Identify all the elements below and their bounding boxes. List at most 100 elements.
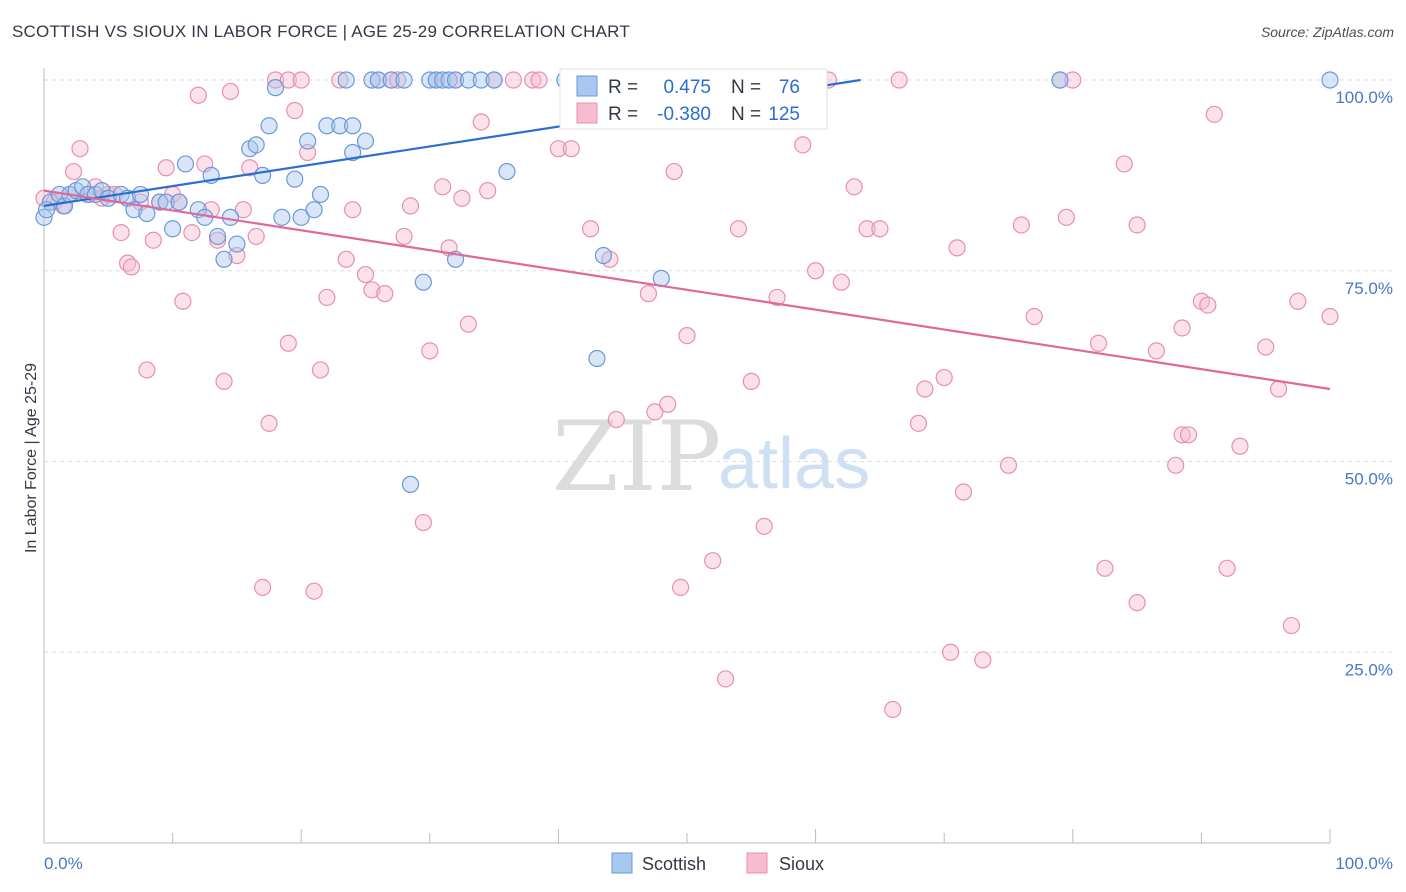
scottish-point (209, 227, 227, 246)
scottish-point (395, 71, 413, 89)
correlation-legend: R = 0.475 N = 76 R = -0.380 N = 125 (559, 68, 828, 130)
sioux-points (35, 71, 1339, 719)
scottish-point (228, 235, 246, 253)
scottish-point (176, 155, 195, 173)
sioux-point (858, 220, 876, 238)
sioux-point (1167, 456, 1185, 474)
sioux-point (434, 178, 452, 196)
scottish-point (221, 208, 240, 226)
legend-n-label-sioux: N = (731, 104, 761, 125)
sioux-point (1115, 155, 1133, 173)
scottish-point (459, 71, 477, 89)
y-tick-label: 25.0% (1345, 660, 1393, 679)
sioux-point (716, 670, 735, 688)
legend-n-value-sioux: 125 (768, 104, 800, 125)
scottish-point (472, 71, 490, 89)
sioux-point (1179, 426, 1198, 444)
scottish-point (344, 117, 362, 135)
sioux-point (999, 456, 1018, 474)
scottish-point (337, 71, 355, 89)
sioux-point (504, 71, 522, 89)
sioux-point (942, 643, 960, 661)
sioux-point (209, 231, 227, 249)
scottish-point (311, 185, 330, 204)
sioux-point (305, 582, 323, 600)
scottish-point (414, 273, 432, 291)
legend-r-label-scottish: R = (608, 77, 638, 98)
legend-n-label-scottish: N = (731, 77, 761, 98)
sioux-point (974, 651, 992, 669)
sioux-point (671, 578, 690, 596)
sioux-point (144, 231, 162, 249)
series-legend: Scottish Sioux (611, 852, 824, 874)
scottish-point (594, 246, 613, 265)
scottish-point (440, 71, 458, 89)
sioux-point (1231, 437, 1249, 455)
sioux-point (64, 162, 83, 181)
sioux-point (479, 182, 497, 200)
legend-swatch-sioux (576, 102, 598, 124)
sioux-point (395, 227, 413, 246)
sioux-point (1128, 594, 1146, 612)
scottish-point (164, 220, 182, 238)
legend-n-value-scottish: 76 (779, 77, 800, 98)
sioux-point (1218, 559, 1236, 577)
sioux-point (729, 220, 748, 238)
sioux-point (665, 162, 683, 181)
scottish-point (286, 170, 304, 188)
scottish-point (215, 250, 233, 268)
sioux-point (254, 578, 272, 596)
sioux-point (1128, 216, 1146, 234)
sioux-point (363, 281, 381, 299)
sioux-point (1012, 216, 1030, 234)
legend-box (559, 68, 828, 130)
sioux-point (1173, 319, 1191, 337)
scottish-point (427, 71, 445, 89)
sioux-point (524, 71, 542, 89)
scottish-point (273, 208, 291, 226)
sioux-point (646, 403, 664, 421)
sioux-trend-line (43, 189, 1331, 391)
sioux-point (421, 342, 439, 360)
y-tick-label: 75.0% (1345, 279, 1393, 298)
sioux-point (292, 71, 310, 89)
sioux-point (639, 285, 658, 303)
sioux-point (247, 227, 265, 246)
sioux-point (174, 292, 192, 310)
sioux-point (794, 136, 812, 154)
sioux-point (344, 201, 362, 219)
scottish-point (151, 193, 169, 211)
sioux-point (279, 71, 297, 89)
sioux-point (549, 140, 568, 158)
bottom-legend-label-scottish: Scottish (642, 854, 706, 874)
y-tick-label: 100.0% (1335, 88, 1393, 107)
scottish-point (299, 132, 317, 150)
sioux-point (1257, 338, 1275, 356)
sioux-point (659, 395, 677, 413)
scottish-point (401, 475, 420, 493)
legend-r-label-sioux: R = (608, 104, 638, 125)
sioux-point (279, 334, 297, 352)
sioux-point (241, 159, 259, 177)
bottom-legend-swatch-sioux (746, 852, 768, 874)
sioux-point (954, 483, 973, 501)
scottish-point (254, 166, 272, 184)
sioux-point (376, 285, 394, 303)
sioux-point (1199, 296, 1217, 314)
scottish-point (588, 349, 606, 368)
sioux-point (1282, 616, 1301, 635)
scottish-point (356, 132, 375, 150)
sioux-point (832, 273, 850, 291)
sioux-point (607, 410, 625, 429)
scottish-point (318, 117, 336, 135)
sioux-point (935, 368, 953, 387)
sioux-point (884, 700, 902, 719)
scottish-point (421, 71, 439, 89)
sioux-point (1064, 71, 1082, 89)
sioux-point (530, 71, 548, 89)
sioux-point (1205, 105, 1223, 123)
scottish-point (485, 71, 503, 89)
sioux-point (755, 517, 773, 535)
sioux-point (337, 250, 355, 268)
